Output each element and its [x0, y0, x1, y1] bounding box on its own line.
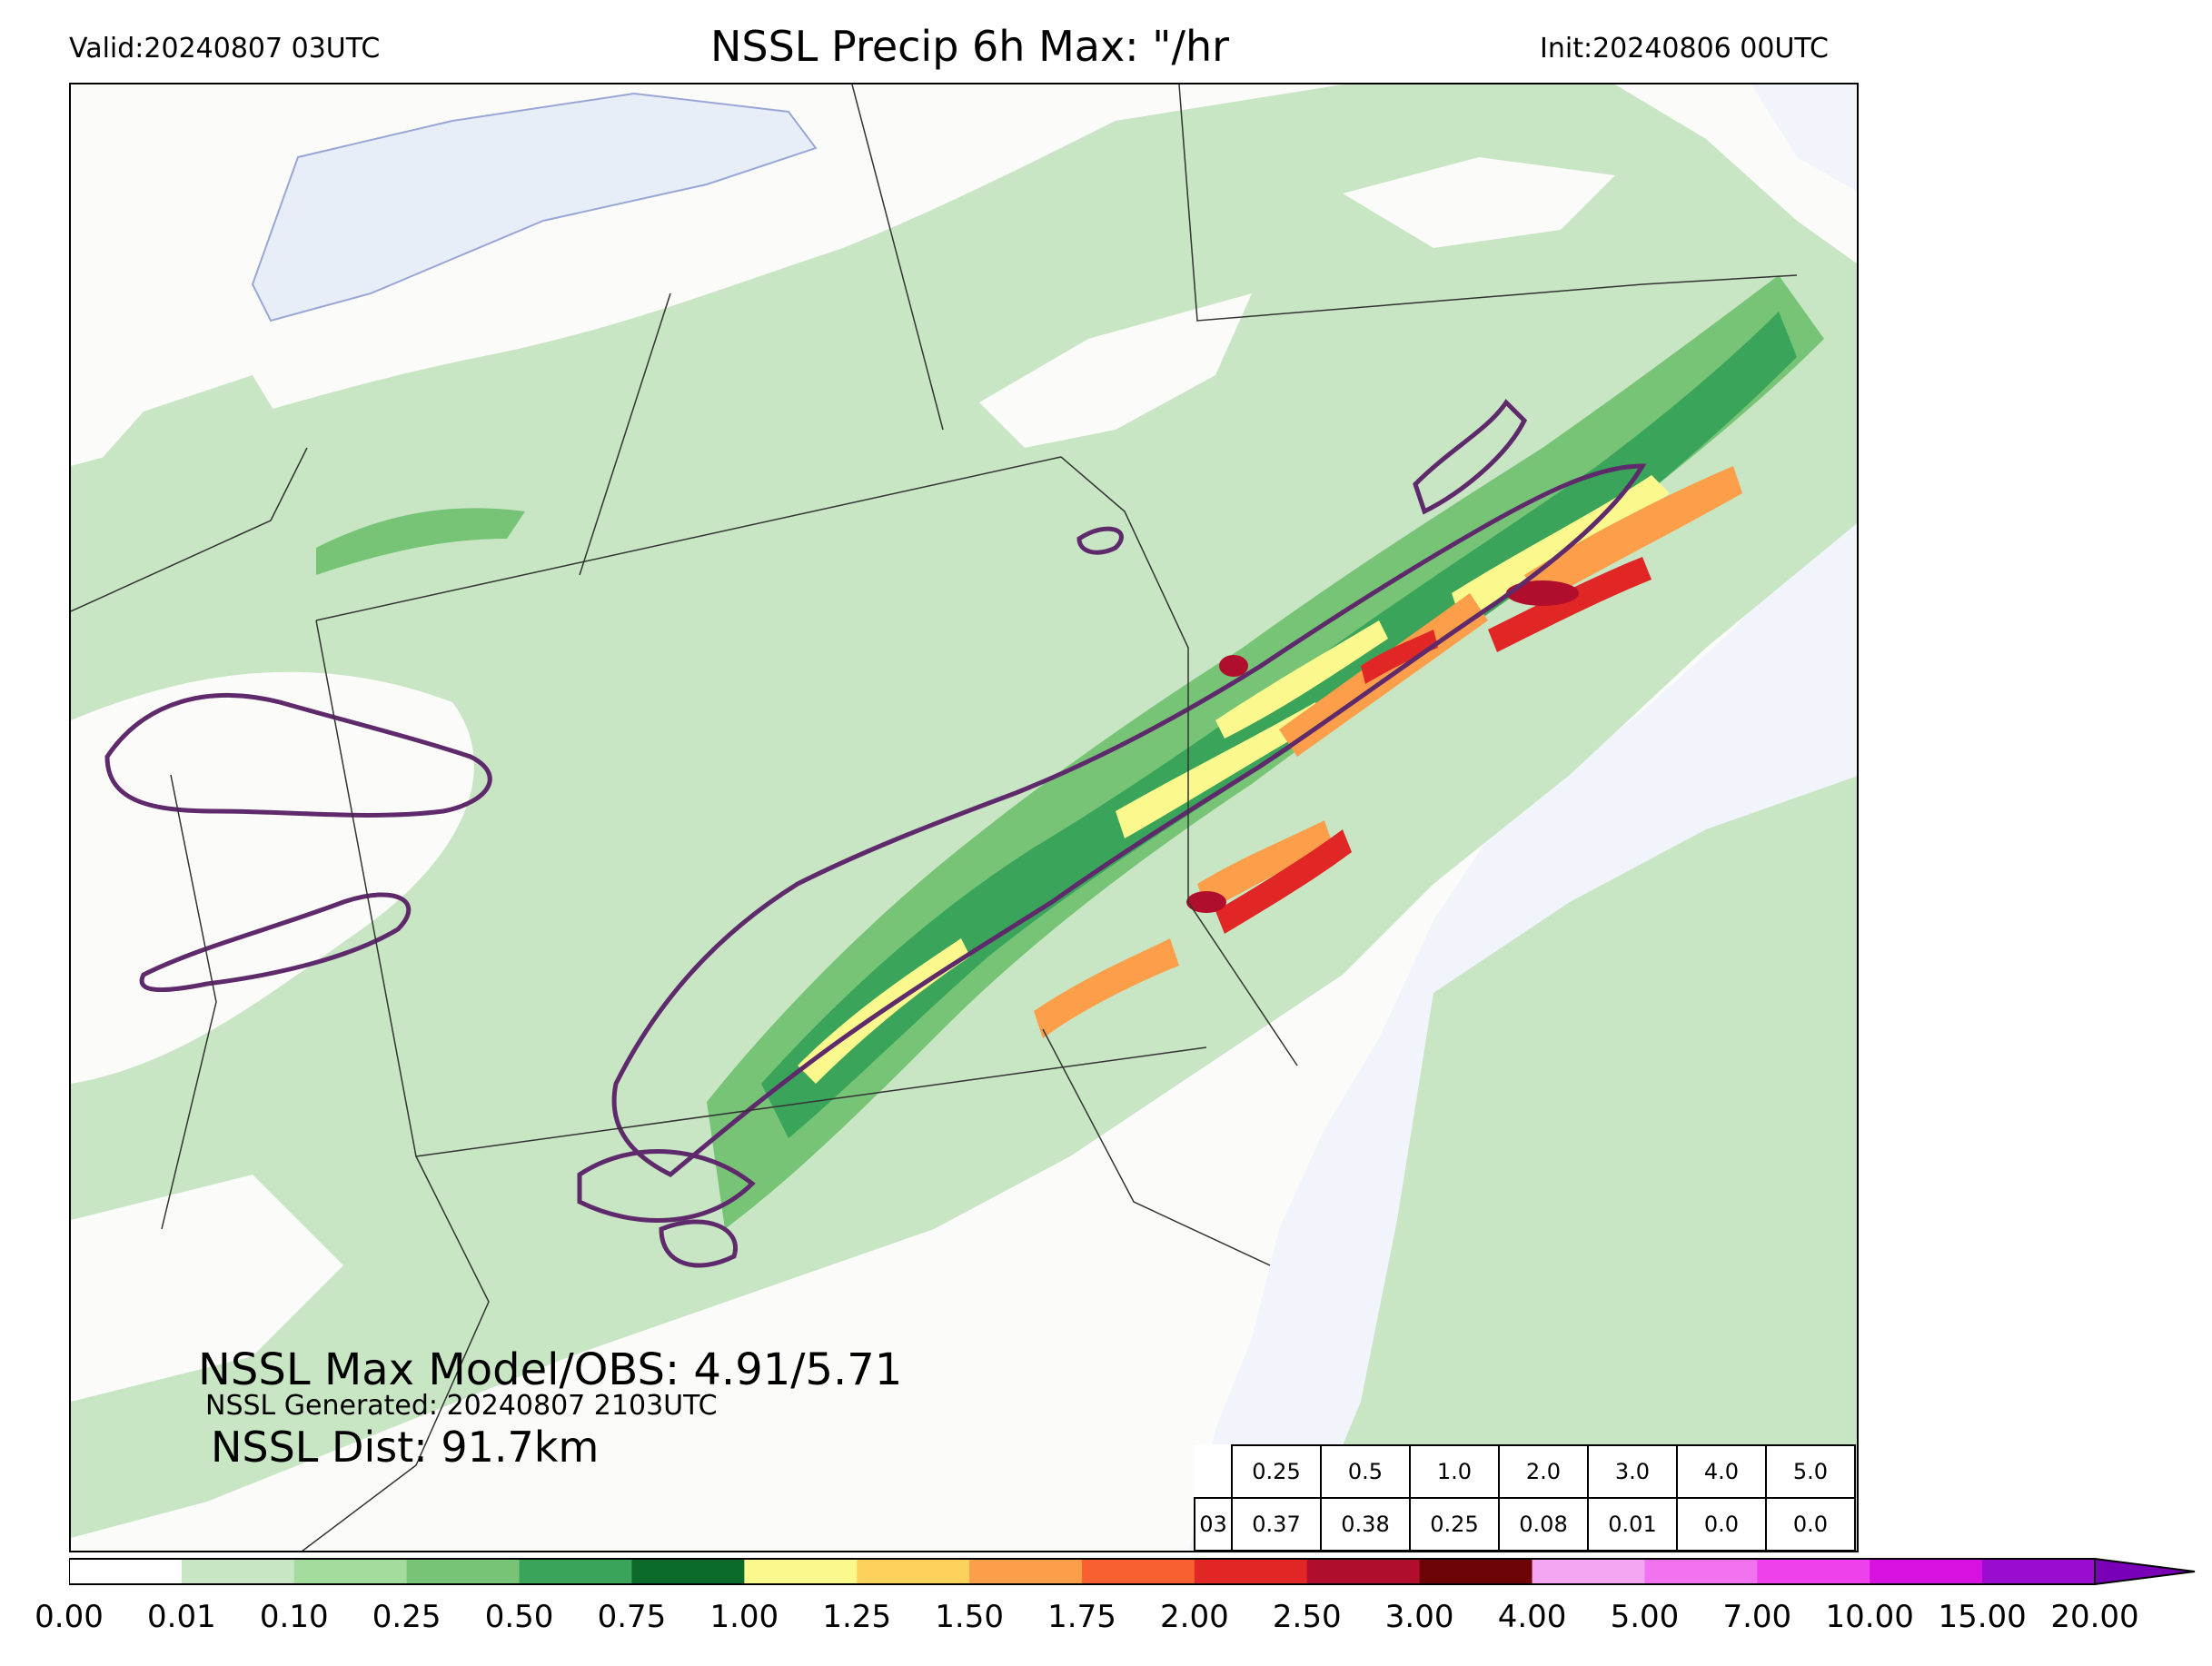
colorbar-tick-label: 0.01 [147, 1599, 216, 1635]
colorbar-tick-label: 0.10 [259, 1599, 329, 1635]
value-cell: 0.0 [1765, 1497, 1856, 1552]
colorbar-swatch [519, 1559, 632, 1584]
precip-map [69, 83, 1859, 1552]
colorbar-tick-label: 1.50 [935, 1599, 1004, 1635]
chart-title: NSSL Precip 6h Max: "/hr [0, 22, 2212, 71]
colorbar-swatch [631, 1559, 745, 1584]
map-canvas [71, 84, 1857, 1551]
value-cell: 0.01 [1587, 1497, 1678, 1552]
obs-contours [104, 399, 1647, 1268]
threshold-cell: 1.0 [1409, 1444, 1500, 1499]
colorbar-tick-label: 2.00 [1160, 1599, 1229, 1635]
colorbar-swatch [1419, 1559, 1533, 1584]
max-model-obs-label: NSSL Max Model/OBS: 4.91/5.71 [198, 1344, 903, 1395]
colorbar-tick-label: 0.25 [372, 1599, 441, 1635]
colorbar-tick-label: 0.50 [484, 1599, 554, 1635]
colorbar-tick-label: 5.00 [1610, 1599, 1680, 1635]
threshold-stats-table: 0.25 0.5 1.0 2.0 3.0 4.0 5.0 03 0.37 0.3… [1194, 1444, 1856, 1552]
colorbar-extend-arrow [2094, 1557, 2196, 1586]
political-borders [71, 84, 1798, 1551]
generated-time-label: NSSL Generated: 20240807 2103UTC [205, 1390, 718, 1422]
threshold-header-row: 0.25 0.5 1.0 2.0 3.0 4.0 5.0 [1195, 1444, 1856, 1499]
colorbar-tick-label: 1.00 [709, 1599, 779, 1635]
threshold-cell: 5.0 [1765, 1444, 1856, 1499]
threshold-cell: 4.0 [1676, 1444, 1767, 1499]
value-row: 03 0.37 0.38 0.25 0.08 0.01 0.0 0.0 [1194, 1497, 1856, 1552]
colorbar-swatch [1644, 1559, 1758, 1584]
row-label-cell: 03 [1194, 1497, 1233, 1552]
colorbar-tick-label: 0.75 [597, 1599, 667, 1635]
precip-red [1215, 557, 1652, 934]
lake-ontario [251, 92, 818, 322]
colorbar-swatch [857, 1559, 970, 1584]
value-cell: 0.0 [1676, 1497, 1767, 1552]
colorbar-swatch [1532, 1559, 1645, 1584]
colorbar-swatch [1194, 1559, 1308, 1584]
value-cell: 0.25 [1409, 1497, 1500, 1552]
colorbar-tick-label: 15.00 [1938, 1599, 2027, 1635]
colorbar-swatch [406, 1559, 521, 1584]
colorbar-swatch [1306, 1559, 1421, 1584]
colorbar-swatch [1082, 1559, 1195, 1584]
table-corner-cell [1195, 1445, 1233, 1499]
threshold-cell: 3.0 [1587, 1444, 1678, 1499]
colorbar-swatch [1757, 1559, 1870, 1584]
colorbar-tick-label: 0.00 [35, 1599, 104, 1635]
colorbar-swatch [181, 1559, 295, 1584]
dry-patches [71, 157, 1615, 1551]
value-cell: 0.38 [1320, 1497, 1411, 1552]
colorbar-tick-label: 10.00 [1825, 1599, 1914, 1635]
colorbar-swatch [1870, 1559, 1983, 1584]
colorbar-tick-label: 2.50 [1272, 1599, 1342, 1635]
threshold-cell: 2.0 [1498, 1444, 1589, 1499]
colorbar-swatch [969, 1559, 1083, 1584]
threshold-cell: 0.25 [1231, 1444, 1322, 1499]
colorbar-swatch [69, 1559, 183, 1584]
chart-title-text: NSSL Precip 6h Max: "/hr [709, 22, 1230, 71]
colorbar-tick-label: 20.00 [2050, 1599, 2139, 1635]
colorbar-tick-label: 1.75 [1047, 1599, 1116, 1635]
colorbar-tick-label: 3.00 [1384, 1599, 1454, 1635]
valid-time-label: Valid:20240807 03UTC [69, 33, 381, 64]
value-cell: 0.37 [1231, 1497, 1322, 1552]
colorbar-swatch [293, 1559, 408, 1584]
colorbar-swatch [744, 1559, 858, 1584]
upper-ocean-patch [1751, 84, 1857, 192]
colorbar-tick-label: 4.00 [1497, 1599, 1567, 1635]
init-time-label: Init:20240806 00UTC [1540, 33, 1829, 64]
colorbar-swatch [1982, 1559, 2096, 1584]
value-cell: 0.08 [1498, 1497, 1589, 1552]
colorbar-frame [69, 1558, 2096, 1585]
nssl-distance-label: NSSL Dist: 91.7km [211, 1423, 600, 1472]
colorbar-tick-label: 7.00 [1722, 1599, 1792, 1635]
threshold-cell: 0.5 [1320, 1444, 1411, 1499]
colorbar-tick-label: 1.25 [822, 1599, 892, 1635]
colorbar [69, 1557, 2196, 1586]
precip-darkred [1186, 580, 1579, 913]
